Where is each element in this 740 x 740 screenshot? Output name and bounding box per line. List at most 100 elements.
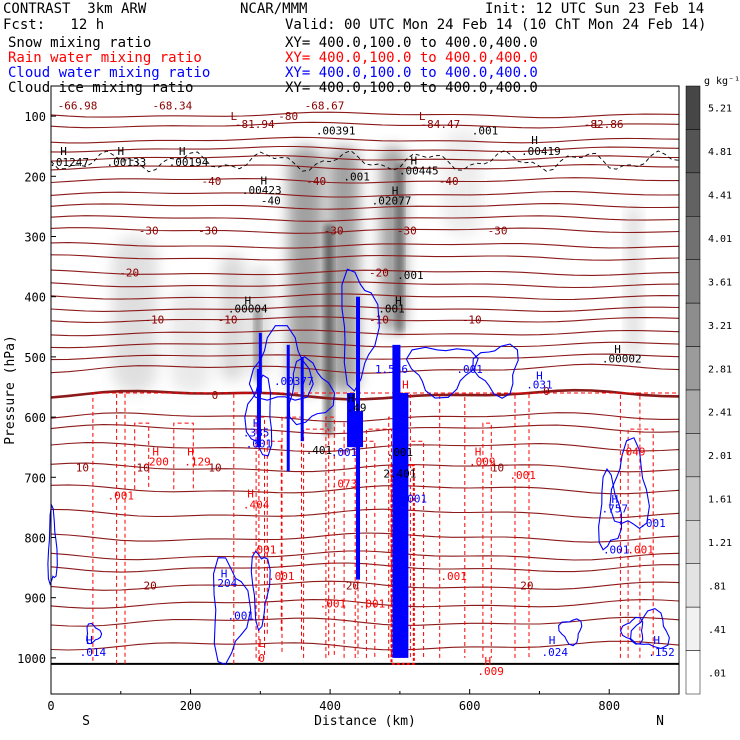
rain-contour (325, 416, 335, 658)
isotherm-line (50, 341, 680, 349)
colorbar-cell (685, 172, 701, 217)
annotation-label: L (419, 110, 426, 123)
cloud-water-contour (212, 557, 252, 666)
annotation-label: .00377 (274, 375, 314, 388)
annotation-label: .00004 (228, 303, 268, 316)
annotation-label: .404 (243, 498, 270, 511)
colorbar-label: 5.21 (708, 104, 732, 115)
isotherm-label: -10 (218, 314, 238, 327)
isotherm-line (50, 442, 680, 453)
annotation-label: L (258, 637, 265, 650)
isotherm-line (50, 532, 680, 543)
isotherm-label: -30 (324, 224, 344, 237)
annotation-label: -66.98 (58, 99, 98, 112)
y-tick-label: 900 (24, 592, 46, 606)
header-valid: Valid: 00 UTC Mon 24 Feb 14 (10 ChT Mon … (285, 17, 707, 33)
isotherm-line (50, 136, 680, 144)
annotation-label: H (611, 493, 618, 506)
rain-contour (619, 392, 641, 658)
isotherm-zero (50, 388, 680, 401)
annotation-label: H (221, 568, 228, 581)
annotation-label: H (392, 185, 399, 198)
annotation-label: H (244, 294, 251, 307)
annotation-label: H (247, 488, 254, 501)
isotherm-line (50, 484, 680, 495)
colorbar-label: 2.41 (708, 408, 732, 419)
cloud-water-core (356, 296, 361, 580)
annotation-label: .001 (440, 570, 467, 583)
cloud-water-core (258, 332, 262, 394)
colorbar-label: .41 (708, 625, 726, 636)
isotherm-label: -30 (397, 224, 417, 237)
cloud-water-core (353, 411, 364, 448)
isotherm-line (50, 305, 680, 312)
cloud-water-core (256, 368, 261, 448)
isotherm-label: -40 (202, 175, 222, 188)
isotherm-line (50, 562, 679, 573)
cloud-water-contour (558, 618, 583, 647)
x-tick-label: 0 (47, 699, 54, 713)
colorbar-cell (685, 650, 701, 695)
cloud-water-contour (405, 346, 479, 399)
colorbar-label: 4.81 (708, 147, 732, 158)
annotation-label: .00423 (242, 184, 282, 197)
annotation-label: .00133 (106, 156, 146, 169)
isotherm-label: -10 (462, 314, 482, 327)
isotherm-line (50, 550, 680, 561)
annotation-label: .001 (472, 125, 499, 138)
annotation-label: -81.94 (235, 118, 275, 131)
isotherm-label: 20 (346, 580, 359, 593)
legend-xy-cloud-water: XY= 400.0,100.0 to 400.0,400.0 (285, 65, 538, 81)
colorbar-cell (685, 129, 701, 174)
annotation-label: -68.34 (153, 99, 193, 112)
isotherm-label: -40 (439, 175, 459, 188)
isotherm-line (50, 329, 680, 337)
legend-xy-cloud-ice: XY= 400.0,100.0 to 400.0,400.0 (285, 80, 538, 96)
annotation-label: .001 (250, 544, 277, 557)
cloud-water-contour (341, 268, 380, 392)
annotation-label: H (402, 379, 409, 392)
x-tick-label: 600 (459, 699, 481, 713)
annotation-label: L (231, 110, 238, 123)
snow-shading (329, 146, 360, 394)
annotation-label: H (117, 145, 124, 158)
isotherm-line (50, 508, 680, 519)
annotation-label: -40 (261, 194, 281, 207)
y-tick-label: 100 (24, 110, 46, 124)
colorbar-cell (685, 606, 701, 651)
isotherm-label: -30 (198, 224, 218, 237)
annotation-label: .049 (619, 445, 646, 458)
annotation-label: .001 (627, 544, 654, 557)
annotation-label: -82.86 (584, 118, 624, 131)
legend-label-cloud-water: Cloud water mixing ratio (8, 65, 211, 81)
annotation-label: .001 (387, 446, 414, 459)
rain-contour (388, 416, 398, 658)
annotation-label: -84.47 (420, 118, 460, 131)
isotherm-label: -20 (119, 267, 139, 280)
cloud-water-core (286, 344, 290, 472)
isotherm-line (50, 353, 680, 361)
annotation-label: .001 (603, 544, 630, 557)
cloud-water-core (300, 356, 304, 442)
legend-label-snow: Snow mixing ratio (8, 35, 152, 51)
annotation-label: .001 (268, 570, 295, 583)
snow-shading (112, 236, 158, 394)
annotation-label: .757 (602, 503, 629, 516)
isotherm-line (50, 190, 680, 198)
annotation-label: H (536, 370, 543, 383)
snow-shading (250, 266, 271, 375)
snow-shading (170, 284, 211, 394)
annotation-label: H (152, 445, 159, 458)
cloud-water-contour (47, 503, 58, 586)
rain-core (390, 464, 415, 665)
annotation-label: 1.586 (375, 363, 408, 376)
annotation-label: .385 (243, 427, 270, 440)
isotherm-line (50, 155, 680, 162)
legend-xy-rain: XY= 400.0,100.0 to 400.0,400.0 (285, 50, 538, 66)
annotation-label: .001 (343, 170, 370, 183)
rain-contour (395, 392, 411, 658)
snow-core (325, 224, 333, 436)
y-tick-label: 300 (24, 230, 46, 244)
isotherm-line (50, 269, 680, 276)
